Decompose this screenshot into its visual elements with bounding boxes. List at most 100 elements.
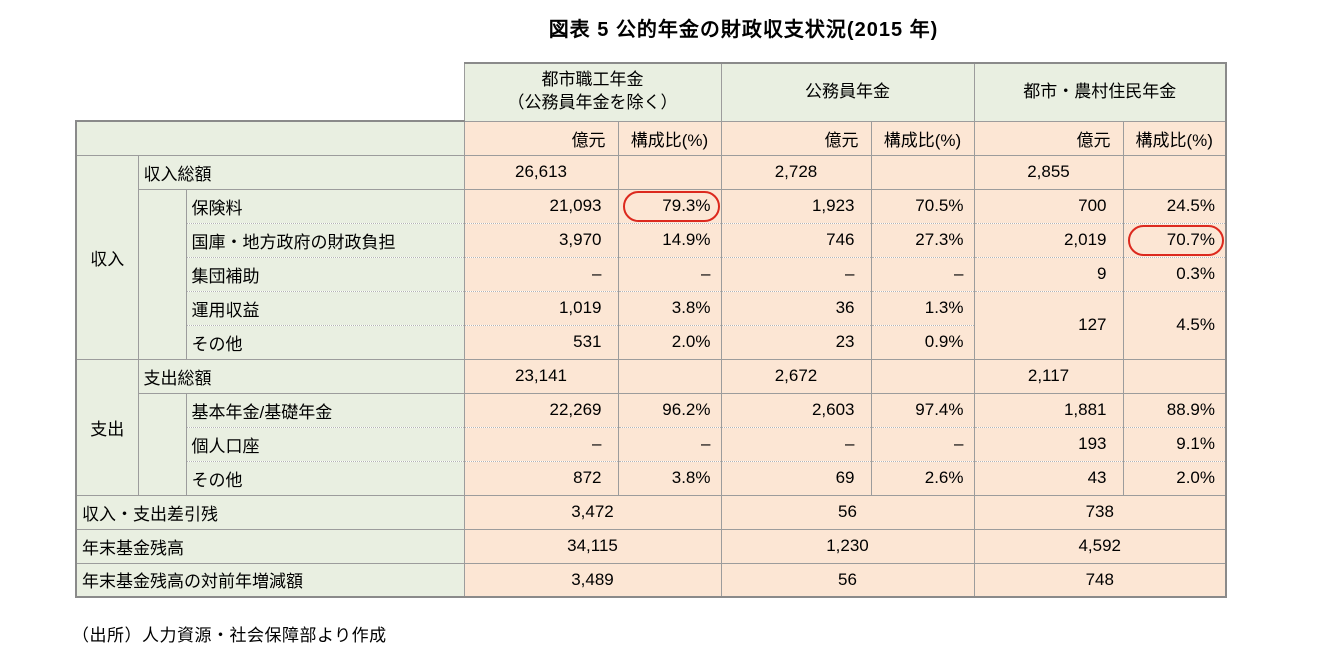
balance-g1-value: 3,472 [463,494,721,529]
income-other-g1-amount: 531 [463,324,618,359]
investment-other-g3-amount-merged: 127 [973,290,1123,359]
income-other-g1-share: 2.0% [617,324,721,359]
premium-g3-share: 24.5% [1122,188,1226,223]
collective-label: 集団補助 [185,256,464,291]
individual-account-g1-amount: – [463,426,618,461]
expense-other-g3-amount: 43 [973,460,1123,495]
fund-change-label: 年末基金残高の対前年増減額 [75,562,464,597]
row-income-total: 収入 収入総額 26,613 2,728 2,855 [75,154,1226,359]
row-collective: 集団補助 – – – – 9 0.3% [76,256,1226,291]
unit-header-amount-g2: 億元 [720,120,871,155]
fund-change-g1-value: 3,489 [463,562,721,597]
gov-subsidy-g1-share: 14.9% [617,222,721,257]
col-group-urban-employee-pension: 都市職工年金 （公務員年金を除く） [463,62,721,121]
header-row-units: 億元 構成比(%) 億元 構成比(%) 億元 構成比(%) [75,120,1226,155]
basic-pension-g3-amount: 1,881 [973,392,1123,427]
row-expense-other: その他 872 3.8% 69 2.6% 43 2.0% [76,460,1226,495]
balance-g2-value: 56 [720,494,974,529]
individual-account-g2-amount: – [720,426,871,461]
row-premium: 保険料 21,093 79.3% 1,923 70.5% 700 24.5% [76,188,1226,359]
expense-total-g3-share-empty [1122,358,1226,393]
pension-table: 都市職工年金 （公務員年金を除く） 公務員年金 都市・農村住民年金 億元 構成比… [75,62,1227,598]
basic-pension-label: 基本年金/基礎年金 [185,392,464,427]
fund-balance-g3-value: 4,592 [973,528,1226,563]
income-total-g1-amount: 26,613 [463,154,618,189]
collective-g1-amount: – [463,256,618,291]
collective-g2-amount: – [720,256,871,291]
individual-account-g2-share: – [870,426,974,461]
basic-pension-g1-amount: 22,269 [463,392,618,427]
investment-g1-amount: 1,019 [463,290,618,325]
gov-subsidy-g1-amount: 3,970 [463,222,618,257]
balance-label: 収入・支出差引残 [75,494,464,529]
premium-g3-amount: 700 [973,188,1123,223]
basic-pension-g1-share: 96.2% [617,392,721,427]
section-income-label: 収入 [75,154,138,359]
row-individual-account: 個人口座 – – – – 193 9.1% [76,426,1226,461]
investment-g2-share: 1.3% [870,290,974,325]
income-total-g3-share-empty [1122,154,1226,189]
individual-account-g1-share: – [617,426,721,461]
income-total-g2-share-empty [870,154,974,189]
source-note: （出所）人力資源・社会保障部より作成 [72,626,387,645]
premium-g1-share-highlighted: 79.3% [617,188,721,223]
income-total-g2-amount: 2,728 [720,154,871,189]
col-group-civil-servant-pension: 公務員年金 [720,62,974,121]
expense-indent-cell [137,392,186,495]
expense-other-g1-amount: 872 [463,460,618,495]
expense-other-g2-amount: 69 [720,460,871,495]
collective-g3-share: 0.3% [1122,256,1226,291]
expense-total-g3-amount: 2,117 [973,358,1123,393]
expense-total-g2-amount: 2,672 [720,358,871,393]
unit-header-left-cell [75,120,464,155]
premium-g2-amount: 1,923 [720,188,871,223]
income-other-label: その他 [185,324,464,359]
unit-header-amount-g3: 億元 [973,120,1123,155]
income-total-g3-amount: 2,855 [973,154,1123,189]
investment-label: 運用収益 [185,290,464,325]
balance-g3-value: 738 [973,494,1226,529]
fund-change-g3-value: 748 [973,562,1226,597]
col-group-urban-rural-resident-pension: 都市・農村住民年金 [973,62,1226,121]
income-other-g2-amount: 23 [720,324,871,359]
premium-g2-share: 70.5% [870,188,974,223]
row-investment: 運用収益 1,019 3.8% 36 1.3% 127 4.5% [76,290,1226,359]
row-income-other: その他 531 2.0% 23 0.9% [76,324,1226,359]
expense-other-g1-share: 3.8% [617,460,721,495]
header-row-groups: 都市職工年金 （公務員年金を除く） 公務員年金 都市・農村住民年金 [76,62,1226,121]
fund-balance-label: 年末基金残高 [75,528,464,563]
row-balance: 収入・支出差引残 3,472 56 738 [75,494,1226,529]
unit-header-share-g3: 構成比(%) [1122,120,1226,155]
expense-other-g3-share: 2.0% [1122,460,1226,495]
income-total-g1-share-empty [617,154,721,189]
gov-subsidy-g3-amount: 2,019 [973,222,1123,257]
section-expense-label: 支出 [75,358,138,495]
investment-g2-amount: 36 [720,290,871,325]
row-fund-change: 年末基金残高の対前年増減額 3,489 56 748 [75,562,1226,597]
col-group-line2: （公務員年金を除く） [507,93,678,113]
row-expense-total: 支出 支出総額 23,141 2,672 2,117 [75,358,1226,495]
collective-g2-share: – [870,256,974,291]
expense-total-g1-share-empty [617,358,721,393]
fund-balance-g1-value: 34,115 [463,528,721,563]
collective-g3-amount: 9 [973,256,1123,291]
row-gov-subsidy: 国庫・地方政府の財政負担 3,970 14.9% 746 27.3% 2,019… [76,222,1226,257]
unit-header-amount-g1: 億元 [463,120,618,155]
row-basic-pension: 基本年金/基礎年金 22,269 96.2% 2,603 97.4% 1,881… [76,392,1226,495]
unit-header-share-g1: 構成比(%) [617,120,721,155]
fund-change-g2-value: 56 [720,562,974,597]
expense-total-label: 支出総額 [137,358,464,393]
expense-total-g1-amount: 23,141 [463,358,618,393]
income-total-label: 収入総額 [137,154,464,189]
premium-g1-amount: 21,093 [463,188,618,223]
gov-subsidy-g2-share: 27.3% [870,222,974,257]
page-title: 図表 5 公的年金の財政収支状況(2015 年) [548,19,939,41]
row-fund-balance: 年末基金残高 34,115 1,230 4,592 [75,528,1226,563]
expense-other-label: その他 [185,460,464,495]
income-other-g2-share: 0.9% [870,324,974,359]
individual-account-label: 個人口座 [185,426,464,461]
basic-pension-g2-amount: 2,603 [720,392,871,427]
unit-header-share-g2: 構成比(%) [870,120,974,155]
individual-account-g3-share: 9.1% [1122,426,1226,461]
